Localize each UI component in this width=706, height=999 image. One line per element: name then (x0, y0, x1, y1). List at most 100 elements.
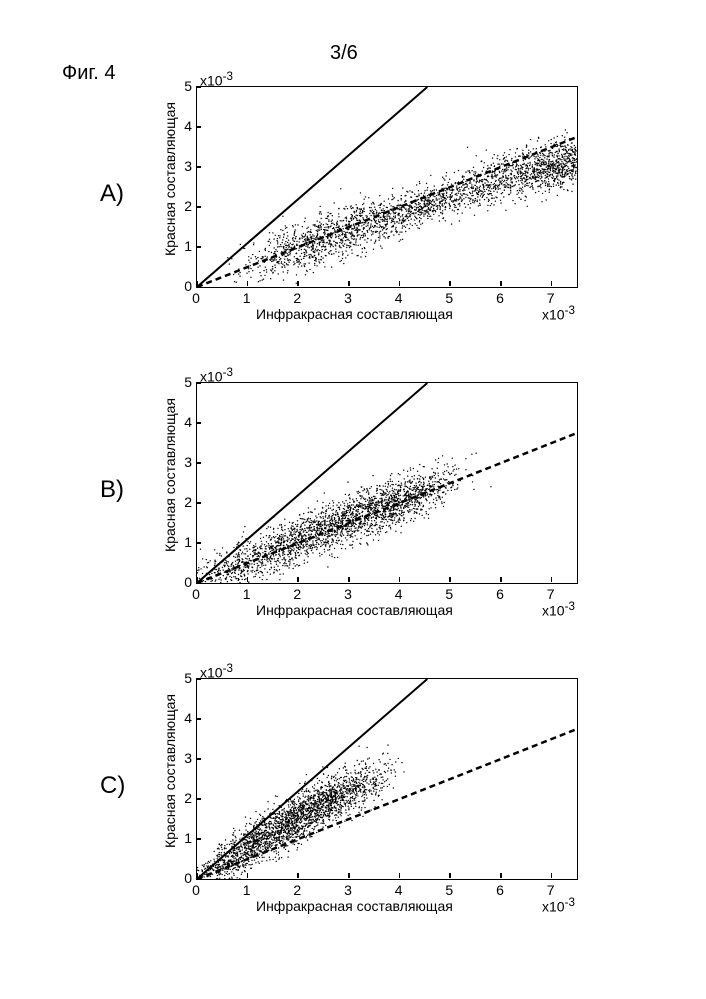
dashed-line-A (197, 137, 577, 287)
page-number: 3/6 (330, 42, 358, 65)
xtick-label: 0 (189, 290, 203, 306)
ytick-mark (196, 798, 201, 800)
solid-line-B (197, 383, 427, 583)
ytick-mark (196, 582, 201, 584)
xtick-label: 7 (544, 290, 558, 306)
xtick-label: 7 (544, 882, 558, 898)
ytick-mark (196, 502, 201, 504)
ytick-mark (196, 878, 201, 880)
solid-line-C (197, 679, 427, 879)
xtick-mark (449, 873, 451, 878)
xtick-label: 3 (341, 586, 355, 602)
plot-svg-A (197, 87, 577, 287)
ytick-label: 5 (174, 374, 192, 390)
ytick-mark (196, 382, 201, 384)
y-axis-label-B: Красная составляющая (162, 398, 178, 552)
scatter-B (197, 453, 492, 584)
y-axis-label-A: Красная составляющая (162, 102, 178, 256)
x-axis-label-B: Инфракрасная составляющая (256, 602, 453, 618)
panel-letter-B: B) (100, 476, 124, 504)
xtick-mark (399, 281, 401, 286)
ytick-mark (196, 678, 201, 680)
xtick-label: 2 (290, 882, 304, 898)
xtick-mark (348, 577, 350, 582)
xtick-label: 6 (493, 290, 507, 306)
ytick-mark (196, 758, 201, 760)
ytick-label: 5 (174, 670, 192, 686)
xtick-label: 1 (240, 290, 254, 306)
x-mult-A: x10-3 (542, 304, 575, 323)
xtick-label: 5 (442, 586, 456, 602)
x-mult-B: x10-3 (542, 600, 575, 619)
xtick-label: 1 (240, 882, 254, 898)
y-mult-A: x10-3 (200, 70, 233, 89)
xtick-label: 1 (240, 586, 254, 602)
ytick-label: 5 (174, 78, 192, 94)
ytick-mark (196, 86, 201, 88)
ytick-mark (196, 718, 201, 720)
xtick-mark (551, 577, 553, 582)
xtick-label: 4 (392, 882, 406, 898)
xtick-label: 7 (544, 586, 558, 602)
xtick-mark (449, 281, 451, 286)
x-mult-C: x10-3 (542, 896, 575, 915)
xtick-mark (247, 281, 249, 286)
ytick-mark (196, 838, 201, 840)
xtick-mark (247, 873, 249, 878)
plot-svg-B (197, 383, 577, 583)
xtick-mark (500, 577, 502, 582)
xtick-label: 4 (392, 290, 406, 306)
xtick-label: 5 (442, 290, 456, 306)
xtick-label: 2 (290, 586, 304, 602)
xtick-label: 4 (392, 586, 406, 602)
xtick-label: 6 (493, 586, 507, 602)
xtick-mark (551, 281, 553, 286)
ytick-mark (196, 462, 201, 464)
xtick-mark (551, 873, 553, 878)
dashed-line-C (197, 729, 577, 879)
panel-letter-C: C) (100, 772, 125, 800)
ytick-mark (196, 542, 201, 544)
xtick-label: 2 (290, 290, 304, 306)
x-axis-label-C: Инфракрасная составляющая (256, 898, 453, 914)
x-axis-label-A: Инфракрасная составляющая (256, 306, 453, 322)
xtick-mark (399, 873, 401, 878)
xtick-mark (196, 281, 198, 286)
xtick-label: 5 (442, 882, 456, 898)
xtick-mark (348, 873, 350, 878)
plot-frame-C (196, 678, 578, 880)
plot-svg-C (197, 679, 577, 879)
y-axis-label-C: Красная составляющая (162, 694, 178, 848)
y-mult-B: x10-3 (200, 366, 233, 385)
xtick-label: 3 (341, 290, 355, 306)
y-mult-C: x10-3 (200, 662, 233, 681)
ytick-mark (196, 166, 201, 168)
dashed-line-B (197, 433, 577, 583)
xtick-label: 0 (189, 586, 203, 602)
xtick-mark (500, 281, 502, 286)
xtick-mark (449, 577, 451, 582)
xtick-label: 6 (493, 882, 507, 898)
xtick-mark (500, 873, 502, 878)
panel-letter-A: A) (100, 180, 124, 208)
xtick-label: 3 (341, 882, 355, 898)
scatter-C (197, 744, 405, 879)
xtick-mark (196, 577, 198, 582)
xtick-mark (247, 577, 249, 582)
plot-frame-A (196, 86, 578, 288)
ytick-mark (196, 246, 201, 248)
ytick-mark (196, 206, 201, 208)
figure-label: Фиг. 4 (62, 62, 115, 85)
ytick-mark (196, 422, 201, 424)
xtick-mark (297, 577, 299, 582)
xtick-mark (196, 873, 198, 878)
ytick-mark (196, 286, 201, 288)
page: 3/6 Фиг. 4 A) x10-3 x10-3 0 1 2 3 4 5 0 1 2 3 4 5 6 7 Кра… (0, 0, 706, 999)
xtick-mark (297, 281, 299, 286)
xtick-mark (399, 577, 401, 582)
ytick-mark (196, 126, 201, 128)
xtick-label: 0 (189, 882, 203, 898)
xtick-mark (348, 281, 350, 286)
xtick-mark (297, 873, 299, 878)
plot-frame-B (196, 382, 578, 584)
